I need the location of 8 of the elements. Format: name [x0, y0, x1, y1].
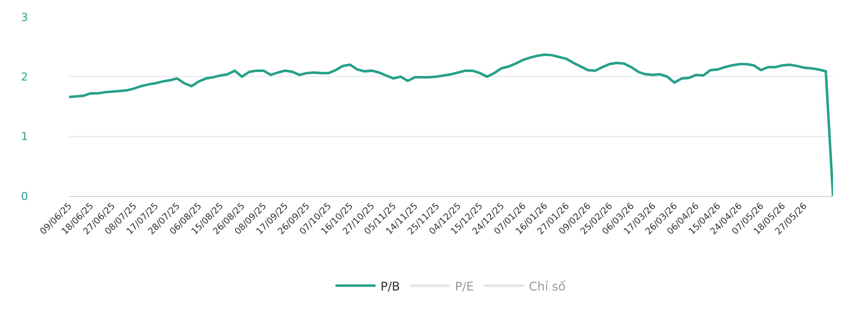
legend-label: Chỉ số [528, 279, 566, 294]
y-tick-label: 0 [21, 190, 28, 203]
legend-label: P/E [455, 279, 474, 294]
y-tick-label: 1 [21, 130, 28, 144]
legend-label: P/B [380, 279, 400, 294]
y-tick-label: 2 [21, 70, 28, 84]
line-series [69, 53, 833, 196]
y-tick-label: 3 [21, 10, 28, 24]
